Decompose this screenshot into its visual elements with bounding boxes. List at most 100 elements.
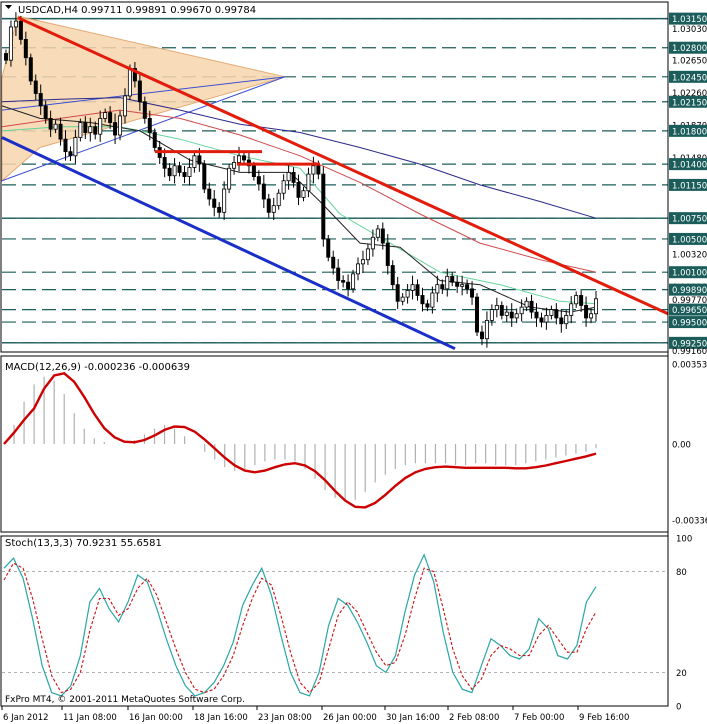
- candle-body: [475, 296, 480, 333]
- candle-body: [420, 295, 425, 305]
- candle-body: [142, 101, 147, 119]
- price-tick-label: 0.99650: [672, 306, 707, 316]
- candle-body: [504, 311, 509, 316]
- candle-body: [68, 151, 73, 157]
- triangle-lower-line: [1, 76, 286, 182]
- macd-tick-label: 0.003531: [672, 361, 707, 371]
- candle-body: [93, 126, 98, 135]
- candle-body: [296, 182, 301, 198]
- candle-body: [484, 320, 489, 340]
- macd-signal-line: [3, 372, 597, 509]
- candle-body: [103, 112, 108, 119]
- price-label-box: [669, 158, 707, 171]
- price-tick-label: 1.02650: [672, 57, 707, 67]
- price-label-box: [669, 316, 707, 329]
- price-tick-label: 1.01150: [672, 181, 707, 191]
- time-tick-label: 11 Jan 08:00: [63, 713, 117, 723]
- price-tick-label: 0.99500: [672, 319, 707, 329]
- candle-body: [514, 313, 519, 319]
- candle-body: [4, 53, 9, 61]
- candle-body: [237, 155, 242, 163]
- price-tick-label: 1.00320: [672, 250, 707, 260]
- symbol-marker-icon: [5, 5, 12, 9]
- candle-body: [400, 296, 405, 302]
- candle-body: [440, 284, 445, 290]
- candle-body: [346, 281, 351, 290]
- time-tick-label: 18 Jan 16:00: [194, 713, 248, 723]
- trendlines: [1, 16, 669, 351]
- candle-body: [122, 95, 127, 117]
- candle-body: [28, 57, 33, 82]
- candle-body: [584, 305, 589, 319]
- candle-body: [241, 155, 246, 161]
- candle-body: [405, 290, 410, 298]
- candle-body: [499, 305, 504, 316]
- candle-body: [207, 188, 212, 200]
- time-tick-label: 9 Feb 16:00: [579, 713, 629, 723]
- stoch-panel-frame: [0, 535, 669, 707]
- candle-body: [479, 331, 484, 340]
- price-label-box: [669, 266, 707, 279]
- candle-body: [192, 155, 197, 168]
- candle-body: [276, 192, 281, 207]
- ma-fast-black: [1, 105, 597, 313]
- stoch-tick-label: 20: [676, 669, 687, 679]
- candle-body: [222, 188, 227, 213]
- chart-title: USDCAD,H4 0.99711 0.99891 0.99670 0.9978…: [18, 5, 256, 16]
- candle-body: [251, 165, 256, 177]
- price-label-box: [669, 336, 707, 349]
- candle-body: [410, 284, 415, 291]
- candle-body: [182, 172, 187, 177]
- candle-body: [316, 165, 321, 175]
- panel-frames: [0, 1, 669, 707]
- price-tick-label: 1.03030: [672, 25, 707, 35]
- price-tick-label: 1.01400: [672, 161, 707, 171]
- candle-body: [53, 123, 58, 130]
- candle-body: [519, 306, 524, 315]
- candle-body: [217, 206, 222, 213]
- candle-body: [291, 172, 296, 183]
- candle-body: [356, 263, 361, 275]
- candle-body: [351, 273, 356, 290]
- candle-body: [326, 238, 331, 258]
- price-tick-label: 1.01800: [672, 127, 707, 137]
- candle-body: [261, 183, 266, 200]
- candle-body: [430, 292, 435, 308]
- candle-body: [460, 284, 465, 287]
- stoch-tick-label: 80: [676, 568, 687, 578]
- candle-body: [108, 112, 113, 123]
- candle-body: [212, 198, 217, 208]
- candle-body: [202, 163, 207, 190]
- candle-body: [58, 123, 63, 140]
- candle-body: [8, 26, 13, 61]
- candle-body: [470, 288, 475, 298]
- candle-body: [306, 173, 311, 192]
- time-tick-label: 30 Jan 16:00: [386, 713, 440, 723]
- candle-body: [539, 317, 544, 323]
- candle-body: [589, 313, 594, 319]
- candle-body: [425, 303, 430, 308]
- candle-body: [301, 190, 306, 198]
- copyright: FxPro MT4, © 2001-2011 MetaQuotes Softwa…: [5, 695, 245, 705]
- candle-body: [579, 295, 584, 306]
- candle-body: [554, 309, 559, 319]
- stoch-signal-line: [3, 562, 597, 694]
- price-tick-label: 1.02450: [672, 73, 707, 83]
- price-tick-label: 0.99160: [672, 347, 707, 357]
- macd-panel: 0.003531 0.00 -0.00336: [3, 361, 707, 527]
- time-tick-label: 2 Feb 08:00: [449, 713, 499, 723]
- time-tick-label: 16 Jan 00:00: [129, 713, 183, 723]
- macd-panel-frame: [0, 355, 669, 533]
- candle-body: [415, 284, 420, 296]
- candle-body: [43, 105, 48, 119]
- candle-body: [559, 317, 564, 325]
- candle-body: [197, 155, 202, 165]
- candle-body: [445, 275, 450, 290]
- candle-body: [118, 115, 123, 136]
- candle-body: [385, 242, 390, 266]
- candle-body: [78, 122, 83, 138]
- candle-body: [450, 275, 455, 283]
- price-tick-label: 0.99890: [672, 286, 707, 296]
- price-label-box: [669, 178, 707, 191]
